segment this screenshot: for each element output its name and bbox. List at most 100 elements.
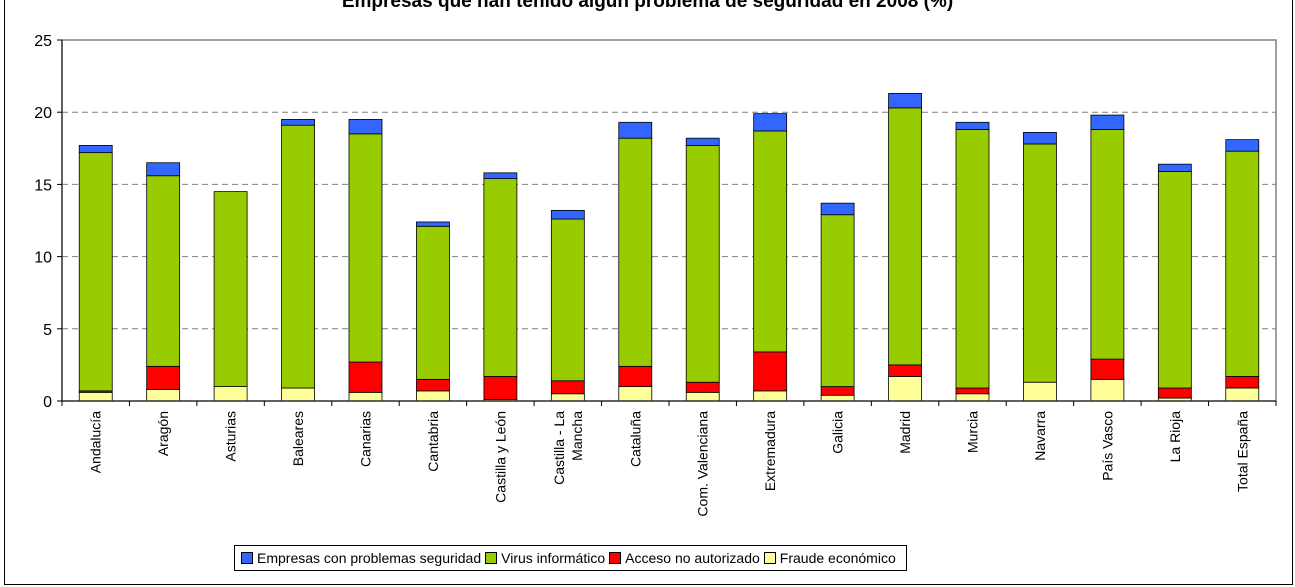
bar-segment	[753, 351, 788, 392]
legend-label: Empresas con problemas seguridad	[257, 550, 482, 566]
legend-item: Acceso no autorizado	[609, 550, 760, 566]
bar-segment	[820, 386, 855, 396]
legend-label: Fraude económico	[779, 550, 896, 566]
bar-segment	[955, 387, 990, 395]
bar-segment	[416, 390, 450, 402]
bar-segment	[348, 361, 383, 393]
legend-item: Empresas con problemas seguridad	[241, 550, 481, 566]
bar-segment	[416, 225, 450, 380]
legend: Empresas con problemas seguridad Virus in…	[234, 545, 907, 571]
bar-segment	[213, 386, 248, 402]
bar-segment	[955, 129, 990, 389]
bar-segment	[78, 145, 113, 154]
x-tick-label: País Vasco	[1099, 411, 1115, 481]
bar-segment	[1090, 114, 1125, 130]
bar-segment	[1090, 358, 1125, 380]
bars	[78, 93, 1260, 402]
bar-segment	[1225, 387, 1260, 402]
bar-segment	[213, 191, 248, 387]
bar-segment	[618, 386, 653, 402]
bar-segment	[888, 364, 922, 377]
bar-segment	[820, 214, 855, 387]
bar-segment	[685, 145, 720, 383]
bar-segment	[1090, 378, 1125, 402]
bar-segment	[1225, 139, 1260, 152]
bar-segment	[820, 202, 855, 216]
legend-label: Virus informático	[501, 550, 606, 566]
chart-frame	[4, 0, 1293, 585]
bar-segment	[820, 394, 855, 402]
bar-segment	[483, 376, 518, 400]
x-tick-label: Extremadura	[762, 411, 778, 491]
bar-segment	[888, 376, 922, 402]
y-tick-labels: 0 5 10 15 20 25	[34, 33, 52, 411]
bar-segment	[955, 121, 990, 130]
legend-item: Fraude económico	[763, 550, 896, 566]
bar-segment	[753, 390, 788, 402]
bar-segment	[1157, 163, 1192, 172]
bar-segment	[348, 119, 383, 135]
bar-segment	[685, 391, 720, 402]
bar-segment	[1023, 381, 1057, 402]
y-tick-label: 15	[34, 177, 52, 194]
x-tick-label: Murcia	[965, 411, 981, 453]
bar-segment	[685, 137, 720, 146]
bar-segment	[78, 152, 113, 392]
gridlines	[62, 111, 1276, 330]
bar-segment	[1157, 171, 1192, 389]
y-tick-label: 5	[43, 322, 52, 339]
bar-segment	[1157, 387, 1192, 399]
bar-segment	[1225, 376, 1260, 389]
x-tick-label: Andalucía	[88, 411, 104, 473]
y-tick-label: 25	[34, 33, 52, 50]
bar-segment	[416, 378, 450, 392]
legend-swatch	[763, 552, 776, 564]
y-tick-label: 0	[43, 394, 52, 411]
bar-segment	[78, 391, 113, 402]
x-tick-label: Cantabria	[425, 411, 441, 472]
bar-segment	[1023, 132, 1057, 145]
legend-label: Acceso no autorizado	[625, 550, 760, 566]
x-tick-label: Baleares	[290, 411, 306, 466]
x-tick-label: Com. Valenciana	[695, 411, 711, 517]
x-tick-label: Cataluña	[627, 411, 643, 467]
axes	[57, 39, 1277, 406]
bar-segment	[146, 175, 181, 367]
x-tick-labels: Andalucía Aragón Asturias Baleares Canarias C…	[88, 411, 1251, 517]
bar-segment	[1090, 129, 1125, 360]
bar-segment	[483, 178, 518, 377]
bar-segment	[550, 380, 585, 395]
bar-segment	[888, 93, 922, 109]
x-tick-label: Madrid	[897, 411, 913, 454]
bar-segment	[550, 209, 585, 220]
bar-segment	[550, 393, 585, 402]
bar-segment	[753, 113, 788, 132]
bar-segment	[483, 172, 518, 180]
x-tick-label: Castilla - La Mancha	[551, 411, 585, 485]
x-tick-label: Aragón	[155, 411, 171, 456]
legend-swatch	[485, 552, 498, 564]
bar-segment	[618, 365, 653, 387]
y-tick-label: 10	[34, 250, 52, 267]
y-tick-label: 20	[34, 105, 52, 122]
x-tick-label: La Rioja	[1167, 411, 1183, 463]
bar-segment	[753, 130, 788, 353]
bar-segment	[1023, 143, 1057, 383]
bar-segment	[888, 107, 922, 366]
bar-segment	[955, 393, 990, 402]
bar-segment	[348, 391, 383, 402]
x-tick-label: Navarra	[1032, 411, 1048, 461]
bar-segment	[618, 121, 653, 139]
bar-segment	[348, 133, 383, 363]
bar-segment	[416, 221, 450, 227]
x-tick-label: Castilla y León	[492, 411, 508, 503]
bar-segment	[281, 124, 315, 389]
x-tick-label: Canarias	[358, 411, 374, 467]
bar-segment	[281, 387, 315, 402]
x-tick-label: Asturias	[223, 411, 239, 462]
x-tick-label: Galicia	[830, 411, 846, 454]
bar-segment	[146, 365, 181, 390]
legend-swatch	[241, 552, 253, 564]
bar-segment	[146, 389, 181, 402]
